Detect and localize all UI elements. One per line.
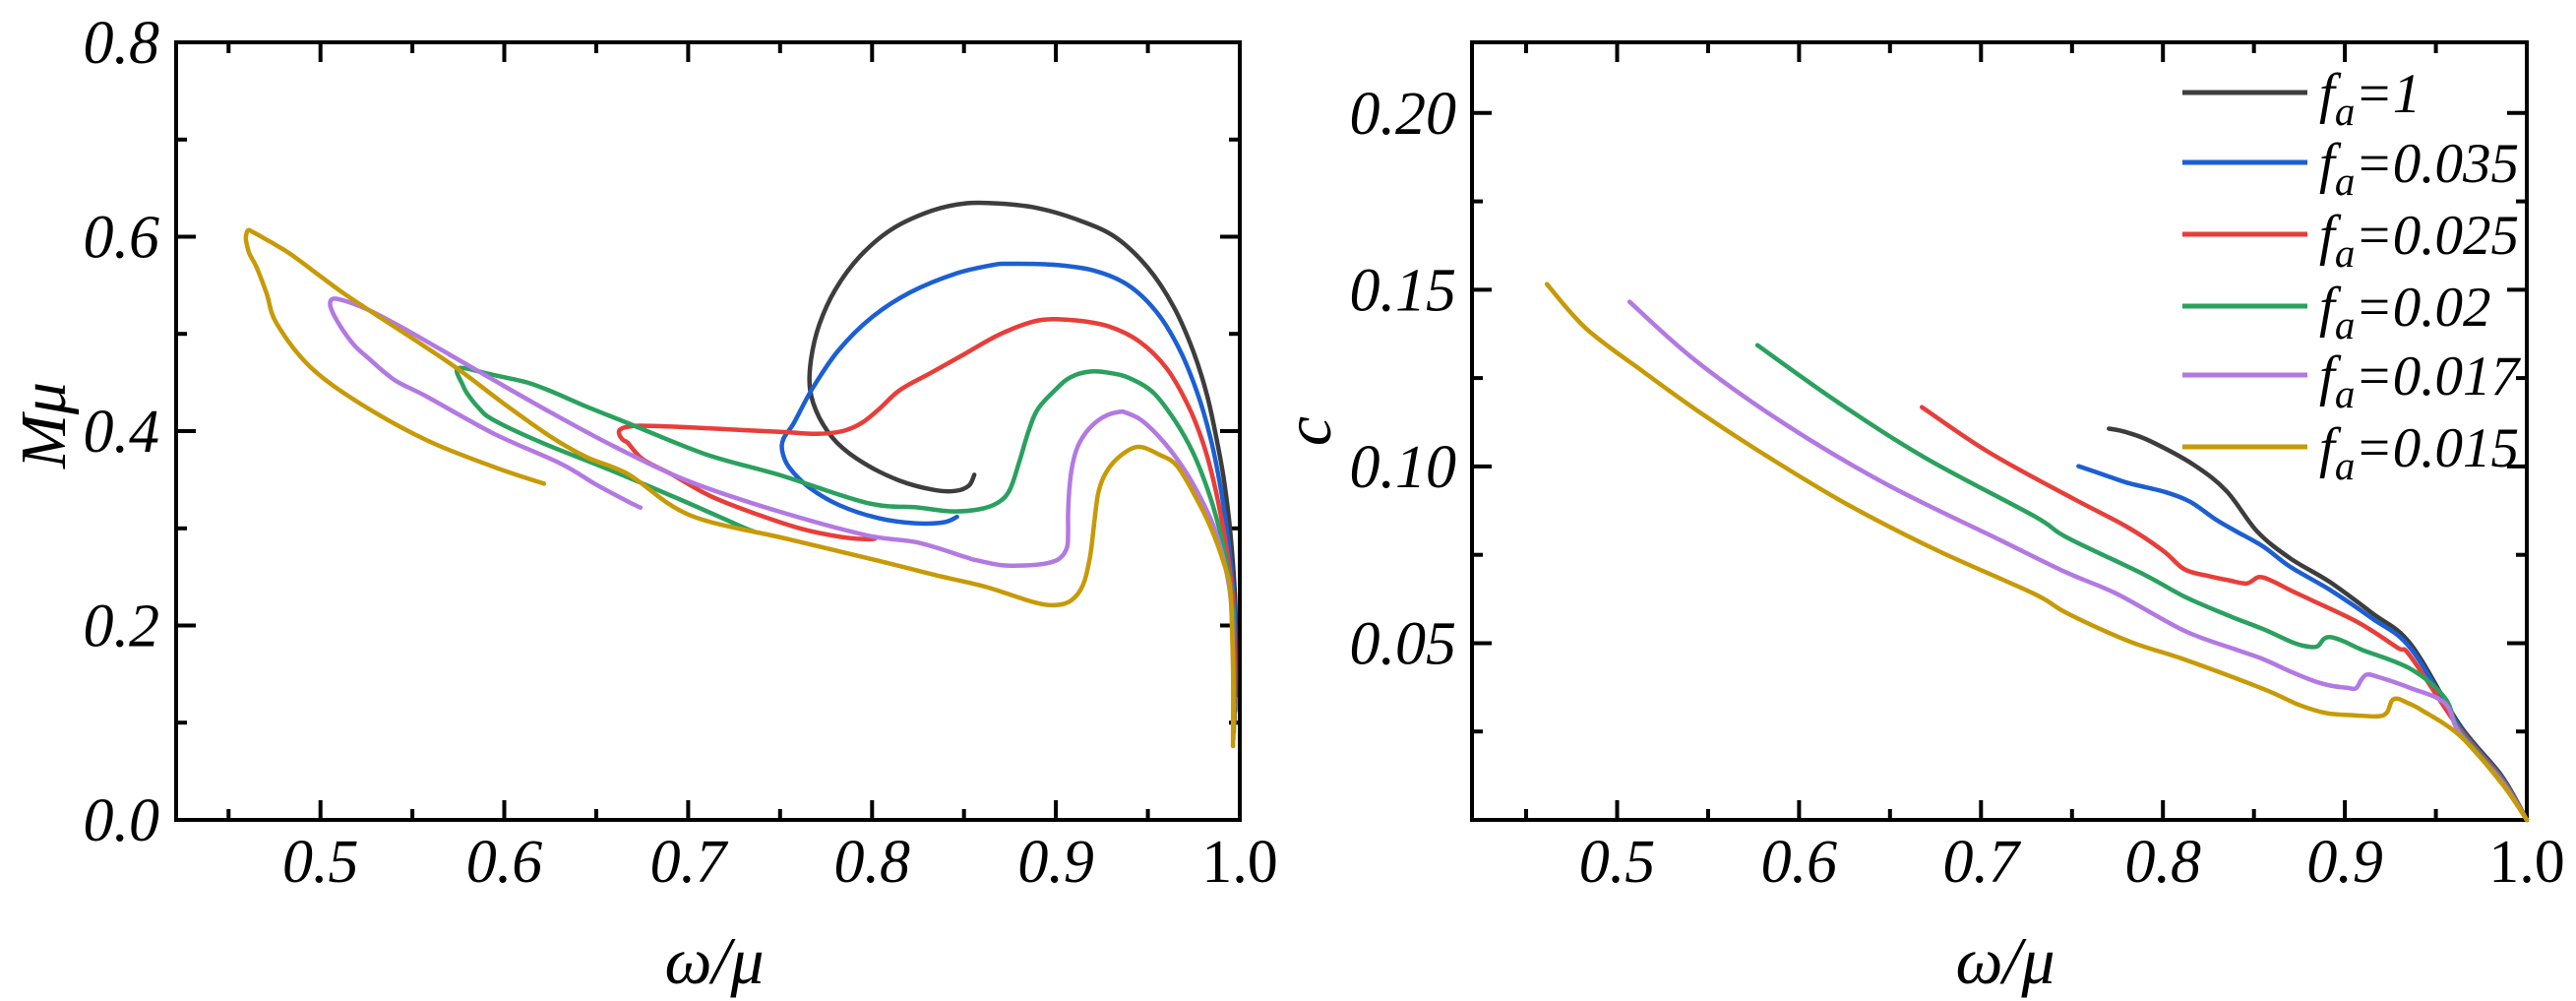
- svg-text:1.0: 1.0: [1201, 829, 1278, 896]
- svg-text:0.6: 0.6: [84, 205, 160, 272]
- svg-text:0.5: 0.5: [1579, 829, 1656, 896]
- svg-text:0.7: 0.7: [1943, 829, 2023, 896]
- svg-text:0.8: 0.8: [84, 10, 160, 77]
- svg-text:fa=0.015: fa=0.015: [2319, 417, 2519, 488]
- svg-text:0.20: 0.20: [1350, 81, 1457, 148]
- svg-text:ω/μ: ω/μ: [1955, 923, 2055, 998]
- svg-text:0.2: 0.2: [84, 594, 160, 660]
- svg-text:0.4: 0.4: [84, 399, 160, 466]
- svg-text:0.5: 0.5: [282, 829, 359, 896]
- svg-text:0.6: 0.6: [466, 829, 543, 896]
- svg-text:Mμ: Mμ: [8, 382, 80, 469]
- svg-text:fa=1: fa=1: [2319, 63, 2421, 134]
- svg-text:0.6: 0.6: [1761, 829, 1838, 896]
- svg-text:0.8: 0.8: [834, 829, 911, 896]
- svg-text:0.8: 0.8: [2124, 829, 2201, 896]
- svg-text:0.0: 0.0: [84, 787, 160, 854]
- svg-text:1.0: 1.0: [2488, 829, 2565, 896]
- svg-text:0.9: 0.9: [1017, 829, 1094, 896]
- svg-text:ω/μ: ω/μ: [664, 923, 764, 998]
- svg-text:0.10: 0.10: [1350, 434, 1457, 501]
- svg-text:0.7: 0.7: [650, 829, 730, 896]
- svg-text:fa=0.02: fa=0.02: [2319, 277, 2491, 347]
- svg-text:0.05: 0.05: [1350, 611, 1457, 678]
- svg-text:c: c: [1270, 416, 1345, 446]
- svg-text:0.15: 0.15: [1350, 257, 1457, 324]
- svg-text:0.9: 0.9: [2306, 829, 2383, 896]
